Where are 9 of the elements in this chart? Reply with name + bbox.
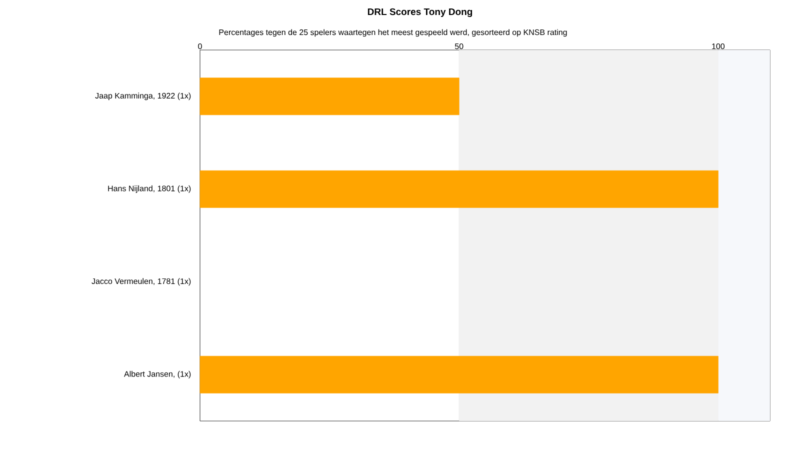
y-tick-label: Hans Nijland, 1801 (1x) [108,185,191,193]
chart-title: DRL Scores Tony Dong [368,8,472,18]
y-tick-label: Jacco Vermeulen, 1781 (1x) [92,278,191,286]
y-tick-label: Albert Jansen, (1x) [124,370,191,378]
x-tick-label: 50 [454,43,464,50]
chart-subtitle: Percentages tegen de 25 spelers waartegen het meest gespeeld werd, gesorteerd op KNSB rating [219,29,567,37]
y-tick-label: Jaap Kamminga, 1922 (1x) [95,92,191,100]
x-tick-label: 100 [712,43,725,50]
x-tick-label: 0 [198,43,202,50]
